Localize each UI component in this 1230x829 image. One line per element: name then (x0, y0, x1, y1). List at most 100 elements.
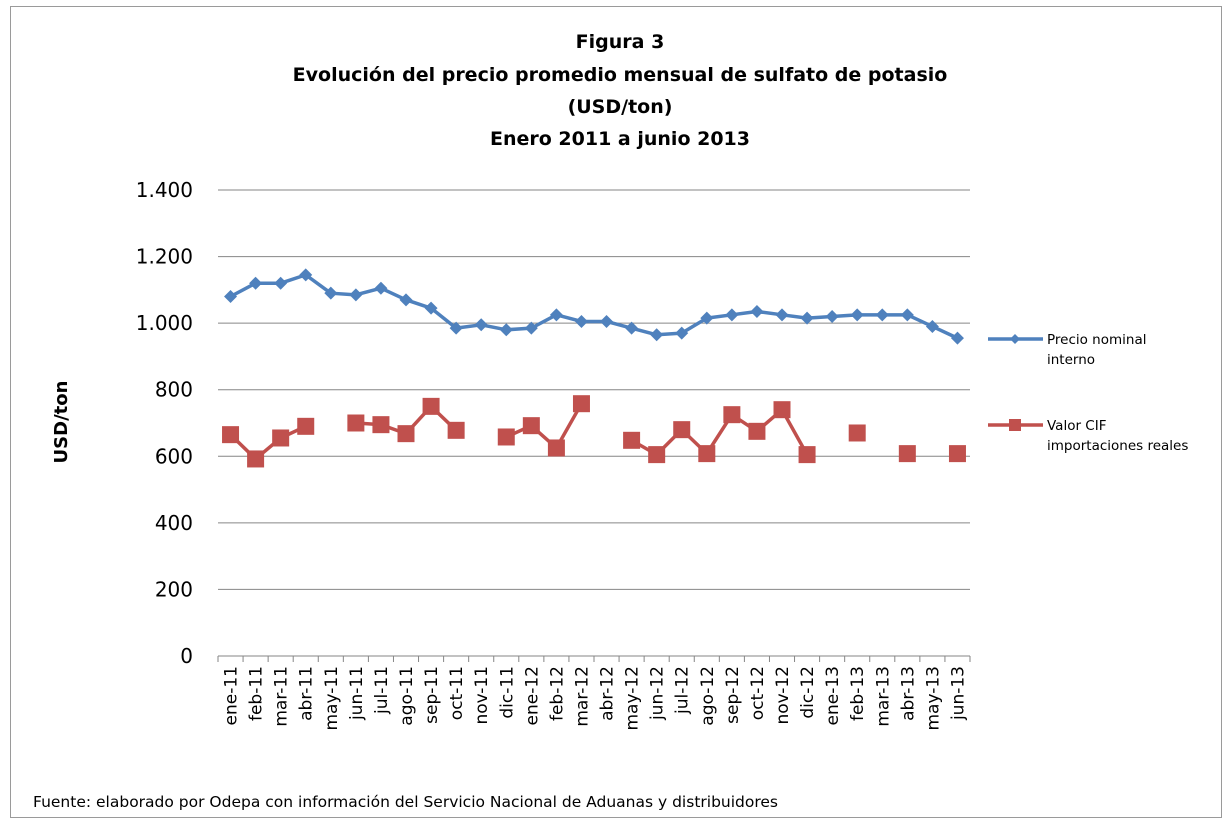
data-point (848, 424, 866, 442)
x-tick-label: abr-13 (898, 666, 918, 721)
x-tick-label: ago-11 (397, 666, 417, 726)
data-point (748, 422, 766, 440)
x-tick-label: nov-11 (472, 666, 492, 725)
data-point (798, 446, 816, 464)
series-0 (224, 268, 964, 345)
x-tick-label: feb-11 (247, 666, 267, 721)
x-tick-label: ene-11 (222, 666, 242, 725)
legend-label: importaciones reales (1047, 438, 1188, 454)
data-point (374, 281, 388, 295)
x-tick-label: abr-12 (598, 666, 618, 721)
y-tick-label: 1.400 (136, 178, 193, 202)
x-tick-label: mar-11 (272, 666, 292, 727)
data-point (497, 428, 515, 446)
data-point (698, 445, 716, 463)
data-point (372, 416, 390, 434)
x-tick-label: oct-11 (447, 666, 467, 720)
data-point (725, 308, 739, 322)
x-tick-label: mar-13 (873, 666, 893, 727)
data-point (524, 321, 538, 335)
chart-title: Figura 3 Evolución del precio promedio m… (293, 31, 948, 150)
data-point (247, 450, 265, 468)
legend-marker (1010, 334, 1020, 344)
y-tick-label: 1.000 (136, 311, 193, 335)
title-line-1: Figura 3 (576, 31, 665, 53)
data-point (574, 314, 588, 328)
data-point (349, 288, 363, 302)
data-point (249, 276, 263, 290)
data-point (324, 286, 338, 300)
x-tick-label: ene-12 (522, 666, 542, 725)
data-point (900, 308, 914, 322)
data-point (399, 293, 413, 307)
data-point (274, 276, 288, 290)
data-point (825, 309, 839, 323)
data-point (447, 421, 465, 439)
data-point (499, 323, 513, 337)
data-point (572, 395, 590, 413)
data-point (549, 308, 563, 322)
x-axis-ticks: ene-11 feb-11 mar-11 abr-11 may-11 jun-11 jul-… (222, 666, 969, 731)
legend-label: Precio nominal (1047, 332, 1146, 348)
x-tick-label: feb-13 (848, 666, 868, 721)
title-line-4: Enero 2011 a junio 2013 (490, 128, 750, 150)
legend-item-0: Precio nominal interno (988, 332, 1146, 368)
x-tick-label: jun-12 (648, 666, 668, 721)
legend-label: interno (1047, 352, 1095, 368)
data-point (623, 431, 641, 449)
legend-label: Valor CIF (1047, 418, 1106, 434)
data-point (775, 308, 789, 322)
data-point (424, 301, 438, 315)
data-point (925, 319, 939, 333)
data-point (347, 414, 365, 432)
x-axis (217, 655, 971, 662)
legend-marker (1009, 419, 1021, 431)
gridlines (218, 189, 970, 590)
legend-item-1: Valor CIF importaciones reales (988, 418, 1188, 454)
x-tick-label: jun-13 (948, 666, 968, 721)
data-point (850, 308, 864, 322)
data-point (297, 417, 315, 435)
data-point (875, 308, 889, 322)
data-point (397, 425, 415, 443)
data-point (547, 439, 565, 457)
x-tick-label: jun-11 (347, 666, 367, 721)
source-note: Fuente: elaborado por Odepa con informac… (33, 793, 778, 811)
y-tick-label: 200 (155, 577, 193, 601)
data-point (422, 397, 440, 415)
y-axis-ticks: 0 200 400 600 800 1.000 1.200 1.400 (136, 178, 193, 668)
x-tick-label: nov-12 (773, 666, 793, 725)
data-point (600, 314, 614, 328)
x-tick-label: sep-12 (723, 666, 743, 724)
series-line (229, 273, 959, 340)
data-point (449, 321, 463, 335)
title-line-3: (USD/ton) (568, 96, 673, 118)
series-line (505, 402, 583, 450)
data-point (800, 311, 814, 325)
title-line-2: Evolución del precio promedio mensual de… (293, 64, 948, 86)
x-tick-label: dic-11 (497, 666, 517, 719)
x-tick-label: jul-12 (673, 666, 693, 715)
data-point (650, 328, 664, 342)
data-point (723, 406, 741, 424)
data-point (224, 290, 238, 304)
chart-frame (10, 6, 1222, 818)
data-point (750, 304, 764, 318)
y-tick-label: 1.200 (136, 245, 193, 269)
x-tick-label: may-12 (623, 666, 643, 731)
x-tick-label: ago-12 (698, 666, 718, 726)
y-tick-label: 0 (180, 644, 193, 668)
data-point (474, 318, 488, 332)
data-point (675, 326, 689, 340)
data-point (222, 426, 240, 444)
y-tick-label: 600 (155, 444, 193, 468)
data-point (625, 321, 639, 335)
y-tick-label: 400 (155, 511, 193, 535)
data-point (700, 311, 714, 325)
y-axis-title: USD/ton (51, 381, 72, 464)
data-point (299, 268, 313, 282)
x-tick-label: oct-12 (748, 666, 768, 720)
x-tick-label: may-11 (322, 666, 342, 731)
x-tick-label: sep-11 (422, 666, 442, 724)
data-point (522, 417, 540, 435)
